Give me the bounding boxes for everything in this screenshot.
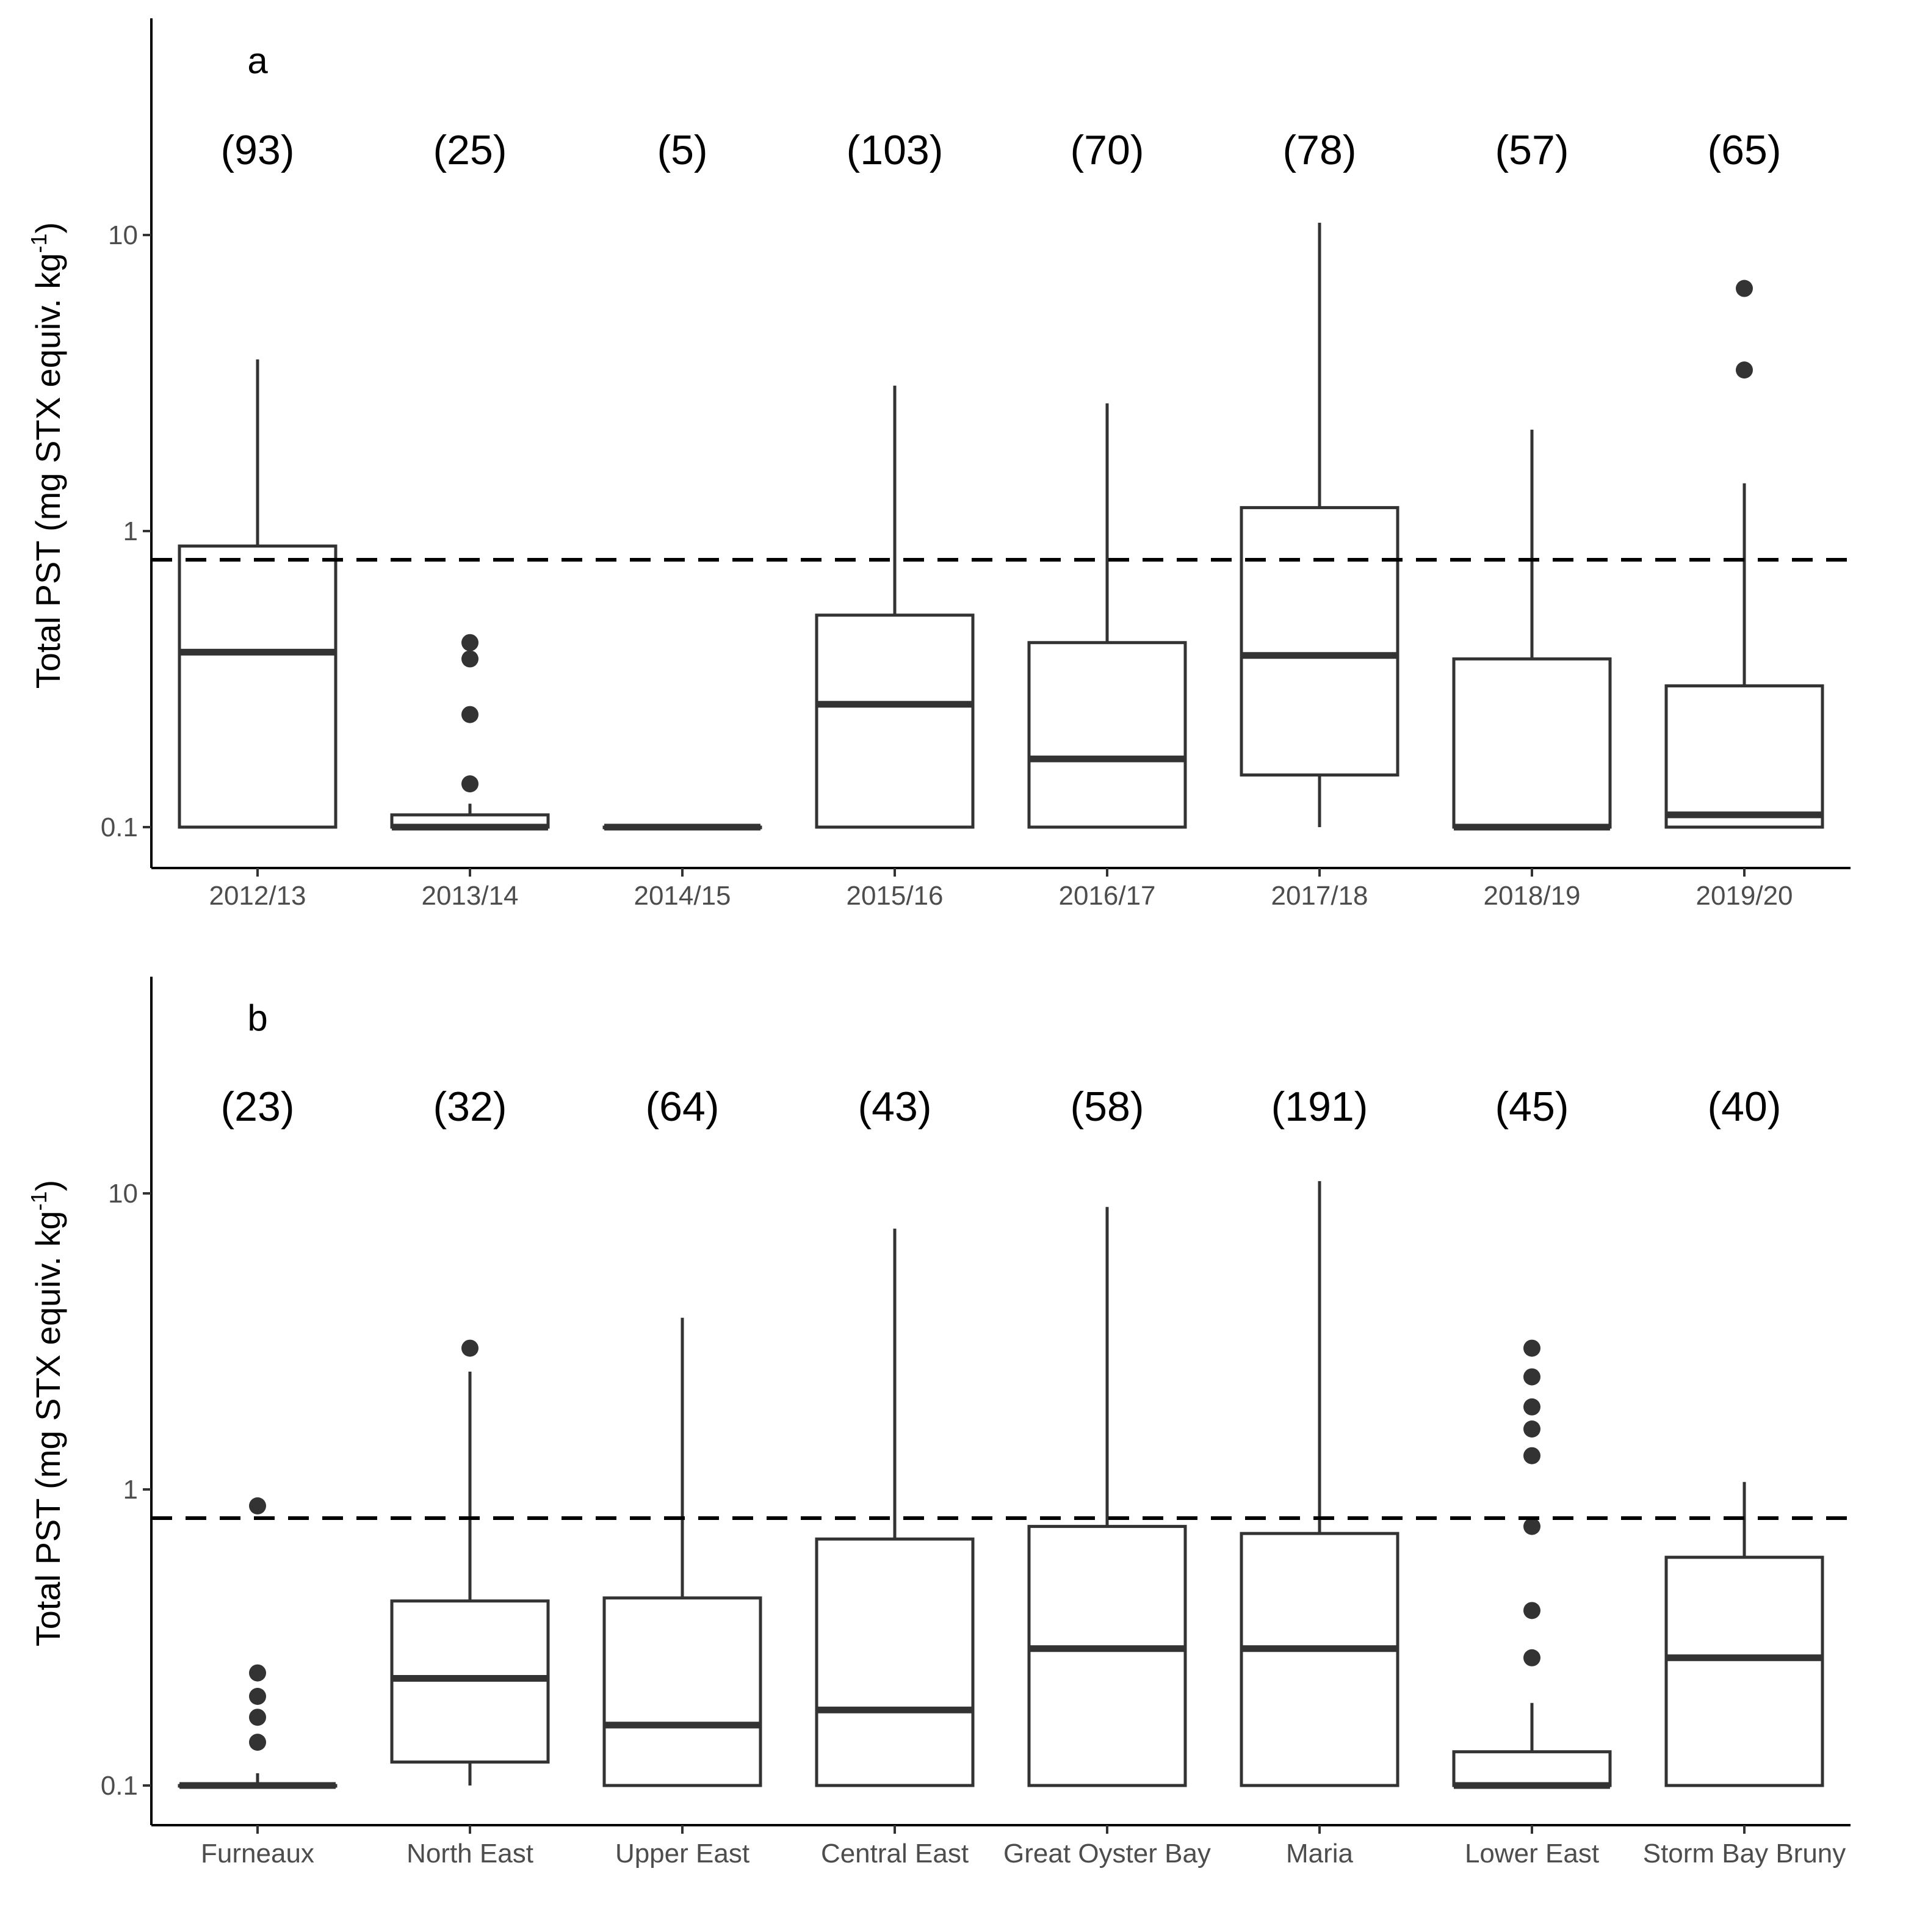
- box-group: [815, 385, 975, 829]
- outlier-point: [249, 1709, 266, 1726]
- box-iqr: [1664, 684, 1824, 829]
- box-iqr: [815, 613, 975, 829]
- box-iqr: [1452, 657, 1612, 829]
- x-tick-label: North East: [406, 1839, 533, 1869]
- x-tick-label: 2015/16: [846, 881, 943, 911]
- box-group: [602, 823, 762, 831]
- box-group: [390, 1339, 550, 1785]
- outlier-point: [1736, 361, 1753, 379]
- outlier-point: [461, 650, 478, 668]
- sample-count-label: (40): [1708, 1084, 1782, 1130]
- box-iqr: [1240, 506, 1399, 777]
- y-axis-title-main: Total PST (mg STX equiv. kg: [29, 1210, 67, 1646]
- x-tick-label: Storm Bay Bruny: [1643, 1839, 1846, 1869]
- y-tick-label: 10: [108, 220, 138, 250]
- box-iqr: [1027, 641, 1187, 829]
- box-group: [1664, 280, 1824, 829]
- sample-count-label: (64): [646, 1084, 720, 1130]
- x-tick-label: Great Oyster Bay: [1003, 1839, 1211, 1869]
- sample-count-label: (58): [1071, 1084, 1144, 1130]
- y-axis-title: Total PST (mg STX equiv. kg-1): [26, 1180, 67, 1646]
- box-iqr: [602, 1596, 762, 1787]
- sample-count-label: (23): [221, 1084, 295, 1130]
- panel-a: 0.1 1 10 Total PST (mg STX equiv. kg-1) a (93…: [26, 18, 1851, 911]
- box-group: [602, 1317, 762, 1787]
- sample-count-label: (25): [433, 127, 507, 173]
- sample-count-label: (103): [847, 127, 944, 173]
- x-tick-label: Maria: [1286, 1839, 1354, 1869]
- sample-count-label: (191): [1271, 1084, 1368, 1130]
- box-iqr: [1452, 1750, 1612, 1787]
- sample-count-label: (57): [1495, 127, 1569, 173]
- outlier-point: [1523, 1368, 1540, 1386]
- x-tick-label: 2014/15: [634, 881, 731, 911]
- sample-count-label: (78): [1283, 127, 1357, 173]
- sample-count-label: (70): [1071, 127, 1144, 173]
- y-tick-label: 1: [123, 516, 138, 546]
- outlier-point: [1523, 1398, 1540, 1416]
- sample-count-label: (45): [1495, 1084, 1569, 1130]
- x-tick-label: 2018/19: [1483, 881, 1580, 911]
- box-group: [1452, 1339, 1612, 1789]
- outlier-point: [1523, 1602, 1540, 1619]
- x-tick-label: Lower East: [1465, 1839, 1599, 1869]
- y-axis-title-close: ): [29, 1180, 67, 1192]
- y-tick-label: 0.1: [101, 812, 138, 842]
- box-iqr: [178, 545, 338, 829]
- outlier-point: [461, 706, 478, 723]
- y-tick-label: 0.1: [101, 1771, 138, 1801]
- outlier-point: [1523, 1339, 1540, 1357]
- box-group: [1664, 1482, 1824, 1787]
- outlier-point: [461, 634, 478, 651]
- outlier-point: [249, 1664, 266, 1682]
- y-tick-label: 10: [108, 1179, 138, 1209]
- outlier-point: [461, 775, 478, 793]
- sample-count-label: (5): [657, 127, 707, 173]
- outlier-point: [1523, 1420, 1540, 1438]
- box-group: [1027, 403, 1187, 829]
- outlier-point: [1523, 1518, 1540, 1535]
- x-tick-label: 2016/17: [1058, 881, 1155, 911]
- y-tick-label: 1: [123, 1475, 138, 1505]
- y-axis-title-superscript: -1: [26, 1191, 51, 1210]
- box-iqr: [1664, 1555, 1824, 1787]
- sample-count-label: (65): [1708, 127, 1782, 173]
- outlier-point: [249, 1497, 266, 1514]
- box-group: [390, 634, 550, 831]
- panel-label: a: [247, 40, 268, 81]
- box-group: [815, 1228, 975, 1787]
- sample-count-label: (93): [221, 127, 295, 173]
- box-iqr: [815, 1537, 975, 1787]
- y-axis-title: Total PST (mg STX equiv. kg-1): [26, 222, 67, 689]
- box-group: [1027, 1207, 1187, 1787]
- panel-b: 0.1 1 10 Total PST (mg STX equiv. kg-1) b (23…: [26, 977, 1851, 1869]
- outlier-point: [1523, 1447, 1540, 1464]
- y-axis-title-close: ): [29, 222, 67, 234]
- x-tick-label: Central East: [821, 1839, 969, 1869]
- x-tick-label: Upper East: [615, 1839, 749, 1869]
- box-group: [178, 1497, 338, 1789]
- sample-count-label: (43): [858, 1084, 932, 1130]
- y-axis-title-main: Total PST (mg STX equiv. kg: [29, 253, 67, 689]
- box-group: [1452, 429, 1612, 831]
- outlier-point: [249, 1688, 266, 1706]
- outlier-point: [1736, 280, 1753, 297]
- box-group: [1240, 222, 1399, 827]
- box-group: [1240, 1181, 1399, 1787]
- x-tick-label: 2019/20: [1696, 881, 1793, 911]
- x-tick-label: 2012/13: [209, 881, 306, 911]
- x-tick-label: Furneaux: [201, 1839, 314, 1869]
- sample-count-label: (32): [433, 1084, 507, 1130]
- panel-label: b: [247, 997, 267, 1038]
- y-axis-title-superscript: -1: [26, 233, 51, 253]
- outlier-point: [249, 1734, 266, 1751]
- outlier-point: [461, 1339, 478, 1357]
- box-iqr: [1240, 1532, 1399, 1787]
- x-tick-label: 2013/14: [421, 881, 518, 911]
- box-iqr: [1027, 1525, 1187, 1787]
- outlier-point: [1523, 1649, 1540, 1666]
- box-group: [178, 359, 338, 829]
- x-tick-label: 2017/18: [1271, 881, 1368, 911]
